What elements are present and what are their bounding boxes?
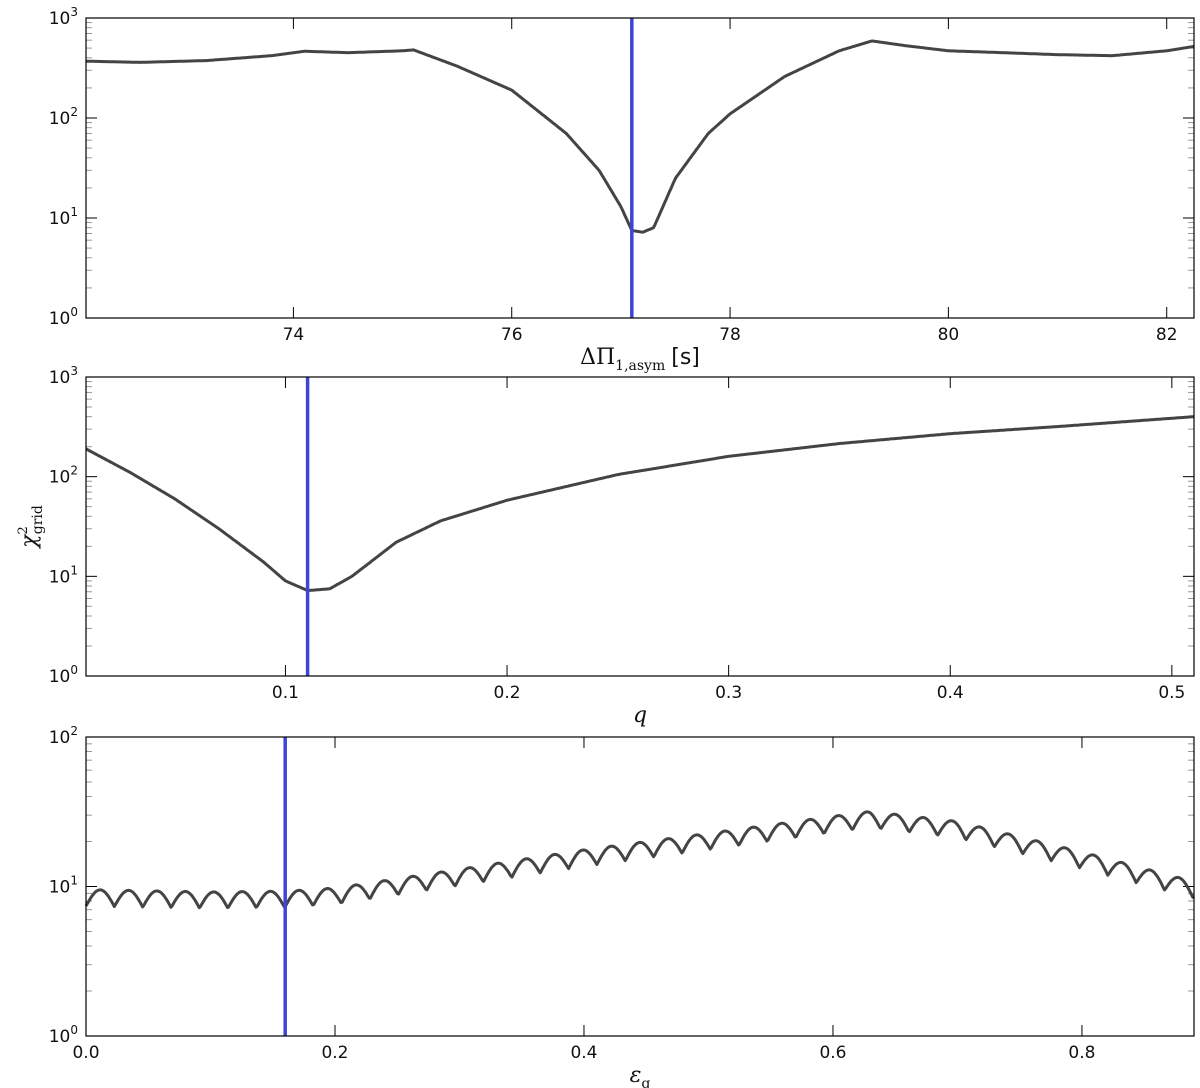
plot-frame — [85, 376, 1195, 677]
x-tick-label: 82 — [1156, 325, 1178, 345]
x-axis-label: ΔΠ1,asym [s] — [580, 345, 700, 374]
x-tick-label: 0.3 — [715, 683, 742, 703]
y-tick-label: 103 — [49, 364, 78, 388]
x-axis-label: q — [633, 703, 647, 728]
y-axis-label: χ2grid — [16, 505, 46, 550]
x-tick-label: 0.0 — [72, 1043, 99, 1063]
x-tick-label: 0.6 — [819, 1043, 846, 1063]
x-tick-label: 0.4 — [937, 683, 964, 703]
y-tick-label: 102 — [49, 105, 78, 129]
panel-3: 100 101 102 0.0 0.2 0.4 0.6 0.8 εg — [49, 724, 1196, 1088]
x-tick-label: 0.5 — [1158, 683, 1185, 703]
series-line — [84, 810, 1196, 910]
x-tick-label: 0.1 — [272, 683, 299, 703]
y-tick-label: 101 — [49, 205, 78, 229]
y-tick-label: 102 — [49, 464, 78, 488]
y-tick-label: 101 — [49, 874, 78, 898]
x-tick-label: 80 — [938, 325, 960, 345]
x-tick-label: 76 — [501, 325, 523, 345]
y-tick-label: 102 — [49, 724, 78, 748]
plot-frame — [85, 736, 1195, 1037]
y-tick-label: 100 — [49, 305, 78, 329]
x-tick-label: 0.4 — [570, 1043, 597, 1063]
series-line — [85, 39, 1195, 234]
panel-2: 100 101 102 103 0.1 0.2 0.3 0.4 0.5 q χ2grid — [16, 364, 1195, 728]
x-axis-label: εg — [630, 1063, 651, 1088]
x-tick-label: 0.2 — [494, 683, 521, 703]
plot-frame — [85, 17, 1195, 319]
x-tick-label: 74 — [283, 325, 305, 345]
x-tick-label: 0.8 — [1068, 1043, 1095, 1063]
x-tick-label: 0.2 — [321, 1043, 348, 1063]
y-tick-label: 103 — [49, 5, 78, 29]
y-tick-label: 100 — [49, 1023, 78, 1047]
y-tick-label: 100 — [49, 663, 78, 687]
x-tick-label: 78 — [719, 325, 741, 345]
series-line — [85, 415, 1195, 593]
panel-1: 100 101 102 103 74 76 78 80 82 ΔΠ1,asym [s] — [49, 5, 1195, 374]
y-tick-label: 101 — [49, 563, 78, 587]
